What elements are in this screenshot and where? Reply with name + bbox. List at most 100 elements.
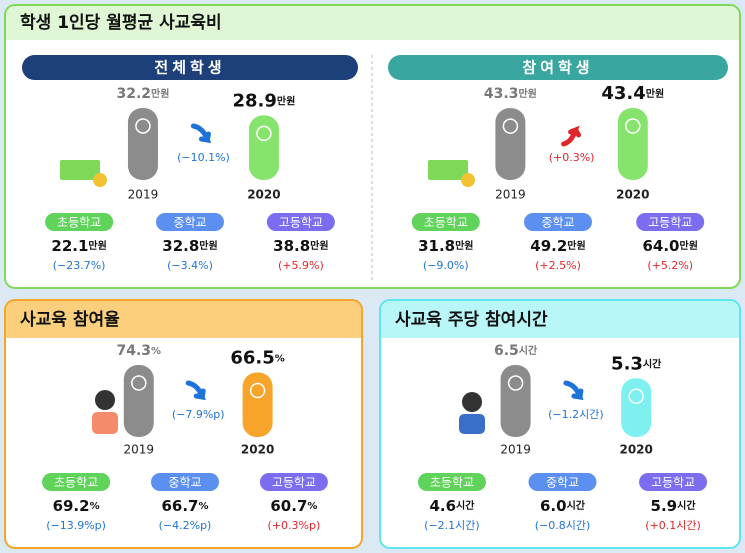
school-value-unit: 만원	[567, 239, 585, 252]
bar-icon	[131, 375, 147, 391]
school-value: 38.8만원	[273, 237, 328, 255]
school-value: 22.1만원	[51, 237, 106, 255]
money-icon	[60, 160, 475, 187]
school-value-number: 66.7	[161, 497, 198, 515]
bar-value-unit: 만원	[151, 87, 169, 100]
bar-value: 6.5시간	[494, 343, 538, 359]
bar-value-unit: 시간	[643, 357, 662, 370]
school-name: 초등학교	[430, 476, 474, 490]
change-text: (−7.9%p)	[172, 408, 225, 421]
school-value-number: 49.2	[530, 237, 567, 255]
year-label: 2020	[241, 443, 274, 457]
bar-value-number: 43.4	[601, 83, 645, 104]
school-pill	[259, 473, 328, 491]
school-name: 초등학교	[424, 216, 468, 230]
year-label: 2020	[616, 188, 649, 202]
school-value-unit: %	[307, 501, 317, 512]
year-label: 2020	[619, 443, 652, 457]
bar-value: 43.4만원	[601, 83, 664, 104]
school-value: 32.8만원	[162, 237, 217, 255]
school-value-unit: 만원	[88, 239, 106, 252]
school-value-unit: %	[198, 501, 208, 512]
bar-value-unit: 시간	[519, 344, 538, 357]
change-arrow	[190, 123, 212, 144]
bar-value: 5.3시간	[611, 353, 662, 374]
school-value-unit: 시간	[456, 499, 475, 512]
year-label: 2019	[124, 443, 155, 457]
school-pill	[151, 473, 219, 491]
school-name: 초등학교	[57, 216, 101, 230]
school-value-number: 38.8	[273, 237, 310, 255]
school-name: 고등학교	[272, 476, 316, 490]
year-label: 2019	[500, 443, 531, 457]
bar-value: 74.3%	[117, 343, 162, 359]
school-change: (−9.0%)	[423, 259, 469, 272]
school-value-number: 60.7	[270, 497, 307, 515]
school-change: (+2.5%)	[535, 259, 581, 272]
school-name: 중학교	[168, 476, 201, 490]
year-label: 2019	[495, 188, 526, 202]
school-value: 5.9시간	[651, 497, 697, 515]
school-value-unit: 만원	[310, 239, 328, 252]
bar	[242, 372, 273, 437]
school-value-unit: %	[90, 501, 100, 512]
school-change: (+0.1시간)	[645, 519, 701, 532]
bar-icon	[628, 388, 644, 405]
school-name: 고등학교	[648, 216, 692, 230]
participation-title-bar	[6, 301, 361, 338]
bar-value-number: 32.2	[116, 86, 151, 102]
bar-value-unit: %	[275, 354, 285, 365]
school-value: 69.2%	[53, 497, 100, 515]
bar-icon	[256, 125, 272, 142]
school-value: 64.0만원	[642, 237, 697, 255]
school-value-unit: 만원	[680, 239, 698, 252]
school-pill	[266, 213, 335, 231]
bar-value-number: 5.3	[611, 353, 643, 374]
bar	[621, 378, 652, 437]
bar-value: 66.5%	[230, 348, 284, 369]
school-name: 중학교	[173, 216, 206, 230]
school-value: 66.7%	[161, 497, 208, 515]
bar-value: 28.9만원	[233, 90, 296, 111]
school-value-unit: 시간	[567, 499, 586, 512]
hours-title: 사교육 주당 참여시간	[395, 309, 548, 330]
year-label: 2020	[247, 188, 280, 202]
bar-icon	[502, 118, 519, 134]
school-pill	[411, 213, 480, 231]
school-value-number: 31.8	[418, 237, 455, 255]
bar-value-number: 66.5	[230, 348, 274, 369]
school-pill	[417, 473, 486, 491]
school-change: (−3.4%)	[167, 259, 213, 272]
school-value-number: 64.0	[642, 237, 679, 255]
hours-title-bar	[381, 301, 739, 338]
change-arrow	[563, 380, 584, 401]
school-value-number: 5.9	[651, 497, 678, 515]
school-change: (+5.9%)	[278, 259, 324, 272]
school-change: (−4.2%p)	[159, 519, 212, 532]
school-value-number: 6.0	[540, 497, 567, 515]
panel-header	[388, 55, 728, 80]
bar-icon	[135, 118, 151, 134]
bar-value-unit: %	[151, 346, 161, 357]
bar-value: 32.2만원	[116, 86, 169, 102]
school-pill	[528, 473, 597, 491]
bar-icon	[507, 375, 524, 391]
panel-header-text: 전체학생	[154, 59, 225, 77]
school-value-number: 32.8	[162, 237, 199, 255]
school-value-number: 22.1	[51, 237, 88, 255]
school-name: 초등학교	[54, 476, 98, 490]
change-text: (+0.3%)	[549, 151, 595, 164]
school-pill	[42, 473, 111, 491]
bar-icon	[625, 118, 641, 134]
school-change: (−0.8시간)	[535, 519, 591, 532]
student-icon	[92, 390, 485, 434]
school-value-unit: 만원	[199, 239, 217, 252]
school-value: 49.2만원	[530, 237, 585, 255]
bar-value: 43.3만원	[484, 86, 537, 102]
change-text: (−1.2시간)	[548, 408, 604, 421]
school-name: 고등학교	[279, 216, 323, 230]
school-value: 4.6시간	[429, 497, 475, 515]
school-change: (−13.9%p)	[46, 519, 106, 532]
school-change: (+5.2%)	[647, 259, 693, 272]
school-value-unit: 만원	[455, 239, 473, 252]
